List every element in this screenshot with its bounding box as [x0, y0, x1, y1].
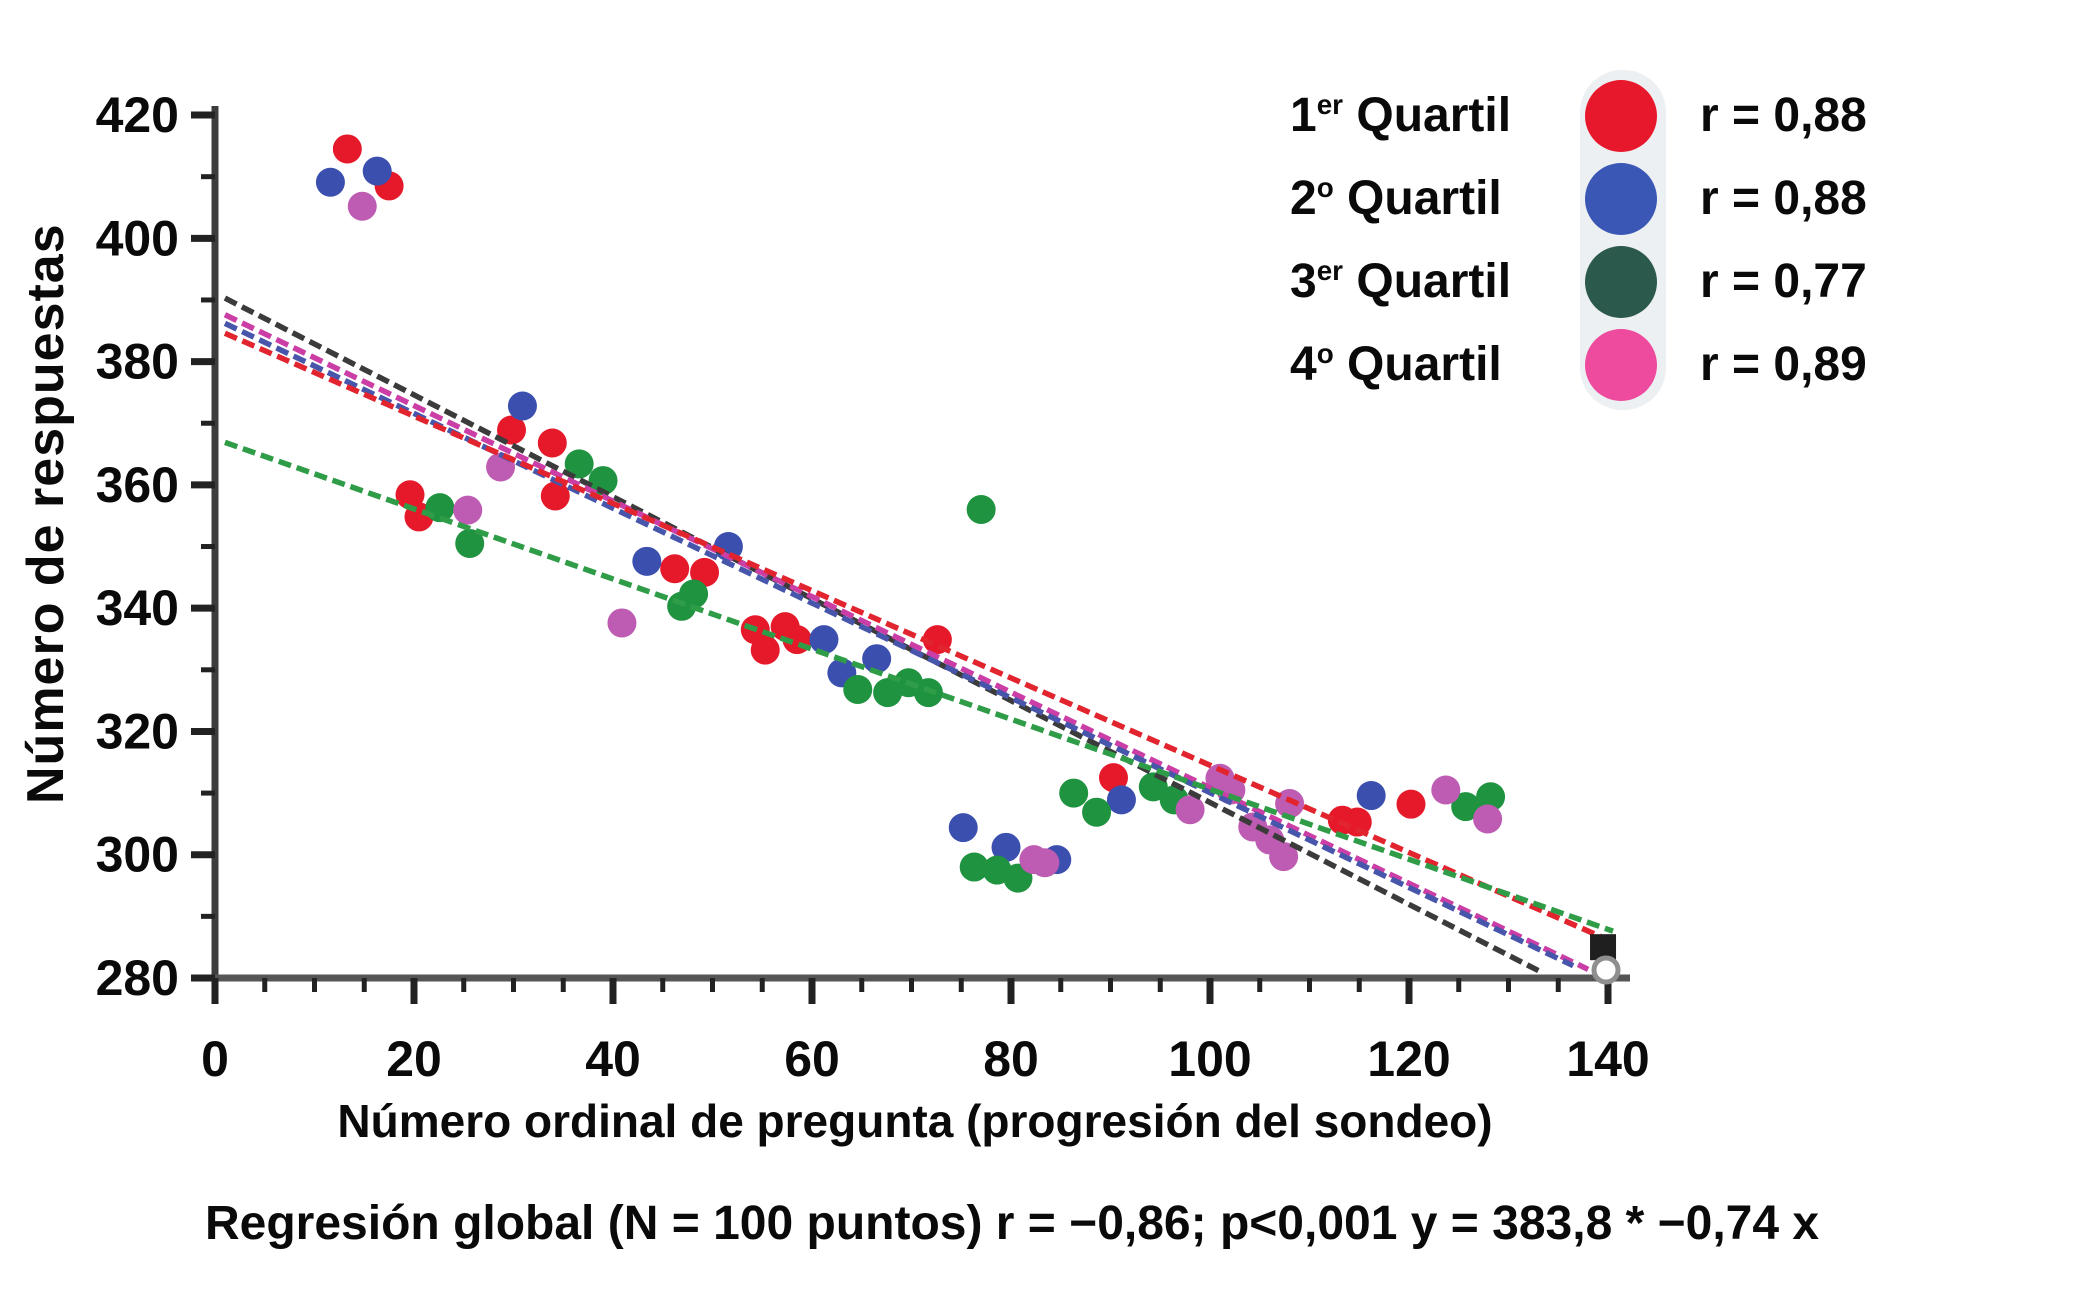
regression-line — [223, 320, 1575, 969]
scatter-point-q3 — [1059, 778, 1089, 808]
y-tick-label: 400 — [96, 210, 179, 266]
regression-line — [223, 312, 1590, 972]
scatter-point-q3 — [455, 528, 485, 558]
y-tick-label: 280 — [96, 950, 179, 1006]
scatter-point-q2 — [862, 644, 892, 674]
legend-label-q2: 2o Quartil — [1290, 172, 1502, 225]
y-tick-label: 380 — [96, 334, 179, 390]
legend-swatch-q2-circle — [1585, 163, 1657, 235]
x-tick-label: 40 — [585, 1031, 641, 1087]
scatter-point-q4 — [453, 495, 483, 525]
scatter-point-q1 — [660, 554, 690, 584]
scatter-point-q1 — [1396, 789, 1426, 819]
x-tick-label: 80 — [983, 1031, 1039, 1087]
legend-row-q2: 2o Quartil r = 0,88 — [1290, 162, 2070, 236]
scatter-point-q4 — [1431, 775, 1461, 805]
legend-label-q4: 4o Quartil — [1290, 338, 1502, 391]
scatter-point-q2 — [991, 832, 1021, 862]
scatter-point-q4 — [1275, 789, 1305, 819]
scatter-point-q3 — [843, 675, 873, 705]
scatter-point-q3 — [966, 495, 996, 525]
end-marker-open-circle — [1591, 955, 1621, 985]
x-tick-label: 140 — [1566, 1031, 1649, 1087]
scatter-point-q1 — [497, 415, 527, 445]
scatter-point-q4 — [1175, 795, 1205, 825]
legend-label-q3: 3er Quartil — [1290, 255, 1512, 308]
legend-row-q3: 3er Quartil r = 0,77 — [1290, 245, 2070, 319]
scatter-point-q1 — [537, 428, 567, 458]
legend-r-value-q4: r = 0,89 — [1700, 338, 1867, 391]
scatter-point-q1 — [690, 557, 720, 587]
global-regression-caption: Regresión global (N = 100 puntos) r = −0… — [205, 1197, 1820, 1250]
scatter-point-q3 — [1476, 782, 1506, 812]
y-tick-label: 320 — [96, 703, 179, 759]
legend-swatch-q3-circle — [1585, 246, 1657, 318]
legend-r-value-q2: r = 0,88 — [1700, 172, 1867, 225]
scatter-point-q3 — [1082, 797, 1112, 827]
scatter-point-q2 — [1106, 785, 1136, 815]
scatter-point-q3 — [679, 579, 709, 609]
scatter-point-q2 — [1356, 781, 1386, 811]
legend-label-q1: 1er Quartil — [1290, 89, 1512, 142]
scatter-point-q1 — [540, 481, 570, 511]
scatter-point-q4 — [1473, 804, 1503, 834]
scatter-point-q3 — [959, 852, 989, 882]
scatter-point-q1 — [1342, 807, 1372, 837]
scatter-point-q2 — [507, 391, 537, 421]
y-tick-label: 360 — [96, 457, 179, 513]
regression-line — [224, 439, 1614, 934]
legend-swatch-q4-circle — [1585, 329, 1657, 401]
scatter-point-q1 — [750, 635, 780, 665]
scatter-point-q2 — [315, 167, 345, 197]
scatter-point-q3 — [425, 493, 455, 523]
x-tick-label: 100 — [1168, 1031, 1251, 1087]
x-axis-label: Número ordinal de pregunta (progresión d… — [337, 1095, 1493, 1147]
scatter-point-q2 — [362, 156, 392, 186]
legend-row-q4: 4o Quartil r = 0,89 — [1290, 328, 2070, 402]
scatter-point-q4 — [347, 191, 377, 221]
scatter-point-q3 — [1451, 792, 1481, 822]
x-tick-label: 20 — [386, 1031, 442, 1087]
y-tick-label: 420 — [96, 87, 179, 143]
scatter-point-q4 — [1030, 848, 1060, 878]
scatter-point-q2 — [809, 625, 839, 655]
y-tick-label: 340 — [96, 580, 179, 636]
y-tick-label: 300 — [96, 827, 179, 883]
legend: 1er Quartil r = 0,88 2o Quartil r = 0,88… — [0, 0, 2085, 440]
scatter-point-q4 — [607, 608, 637, 638]
scatter-point-q2 — [632, 546, 662, 576]
scatter-point-q1 — [332, 134, 362, 164]
x-tick-label: 0 — [201, 1031, 229, 1087]
scatter-point-q1 — [1098, 763, 1128, 793]
legend-swatch-q1-circle — [1585, 80, 1657, 152]
scatter-point-q1 — [395, 480, 425, 510]
x-tick-label: 120 — [1367, 1031, 1450, 1087]
legend-r-value-q1: r = 0,88 — [1700, 89, 1867, 142]
scatter-point-q3 — [564, 449, 594, 479]
x-tick-label: 60 — [784, 1031, 840, 1087]
legend-r-value-q3: r = 0,77 — [1700, 255, 1867, 308]
regression-line — [223, 330, 1610, 943]
scatter-point-q3 — [588, 466, 618, 496]
scatter-point-q2 — [948, 813, 978, 843]
scatter-point-q4 — [1269, 842, 1299, 872]
legend-row-q1: 1er Quartil r = 0,88 — [1290, 79, 2070, 153]
